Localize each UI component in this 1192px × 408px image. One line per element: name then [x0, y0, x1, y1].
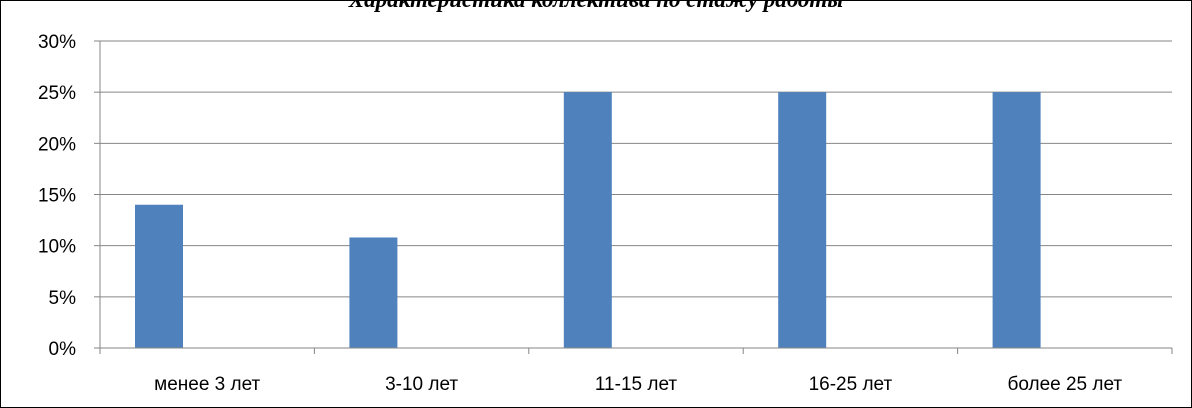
x-tick-label: 11-15 лет: [595, 374, 677, 395]
y-tick-label: 20%: [38, 134, 76, 155]
bar: [349, 237, 398, 348]
bar: [778, 92, 827, 349]
bars: [135, 92, 1041, 349]
y-tick-label: 15%: [38, 186, 76, 207]
x-tick-label: более 25 лет: [1007, 374, 1122, 395]
y-tick-label: 25%: [38, 83, 76, 104]
axes: [99, 41, 1173, 354]
y-tick-label: 30%: [38, 32, 76, 53]
x-tick-label: менее 3 лет: [154, 374, 260, 395]
y-tick-label: 0%: [49, 339, 77, 360]
x-tick-label: 3-10 лет: [385, 374, 458, 395]
y-tick-label: 10%: [38, 237, 76, 258]
x-tick-label: 16-25 лет: [809, 374, 893, 395]
chart-title: Характеристика коллектива по стажу работ…: [0, 0, 1192, 17]
bar: [992, 92, 1041, 349]
bar: [563, 92, 612, 349]
y-axis-tick-labels: 0% 5% 10% 15% 20% 25% 30%: [38, 32, 76, 360]
x-axis-tick-labels: менее 3 лет 3-10 лет 11-15 лет 16-25 лет бол…: [154, 374, 1122, 395]
y-tick-label: 5%: [49, 288, 77, 309]
bar: [135, 204, 183, 348]
